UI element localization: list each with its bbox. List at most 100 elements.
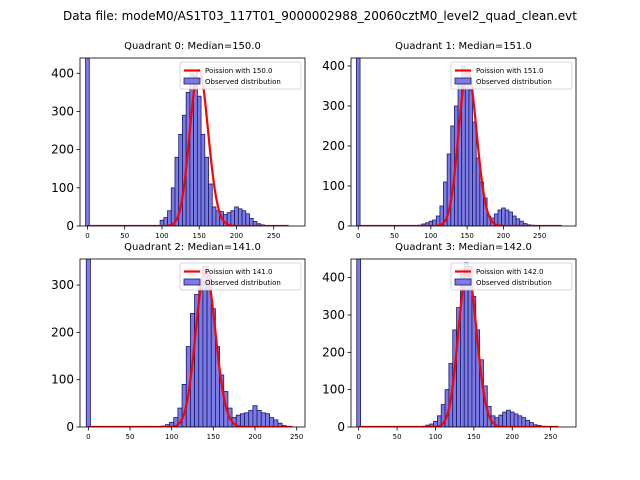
histogram-bar	[498, 414, 504, 427]
x-tick-label: 50	[126, 433, 135, 441]
x-tick-label: 50	[120, 232, 129, 240]
y-tick-label: 0	[66, 420, 74, 434]
histogram-bar	[167, 210, 172, 226]
y-tick-label: 100	[51, 181, 74, 195]
y-tick-label: 200	[51, 325, 74, 339]
legend-poisson-label: Poission with 150.0	[205, 67, 273, 75]
x-tick-label: 150	[193, 232, 206, 240]
legend-bars-label: Observed distribution	[205, 279, 281, 287]
legend-bars-swatch	[454, 278, 472, 286]
x-tick-label: 200	[248, 433, 261, 441]
histogram-bar	[513, 413, 519, 427]
legend-box	[450, 61, 573, 90]
legend-bars-label: Observed distribution	[476, 279, 552, 287]
histogram-bar-zero	[356, 259, 361, 427]
y-tick-label: 0	[337, 420, 345, 434]
y-tick-label: 200	[322, 345, 345, 359]
x-tick-label: 0	[356, 232, 360, 240]
plot-area	[356, 259, 559, 427]
y-tick-label: 0	[337, 219, 345, 233]
histogram-bar	[506, 409, 511, 427]
histogram-bar	[512, 215, 517, 226]
plot-area	[356, 58, 562, 226]
x-tick-label: 150	[207, 433, 220, 441]
x-tick-label: 200	[230, 232, 243, 240]
poisson-curve	[87, 68, 289, 226]
plot-area	[85, 58, 289, 226]
histogram-bar-zero	[85, 259, 91, 427]
histogram-bar	[200, 133, 206, 226]
y-tick-label: 200	[51, 143, 74, 157]
axes-frame	[350, 57, 577, 227]
y-tick-label: 400	[51, 66, 74, 80]
plot-area	[85, 259, 293, 427]
x-tick-label: 0	[356, 433, 360, 441]
x-tick-label: 250	[290, 433, 303, 441]
axes-frame	[79, 57, 306, 227]
histogram-bar	[248, 410, 254, 427]
chart-panel-2: Quadrant 2: Median=141.0 0 50 100 150 200 250 0…	[51, 242, 306, 441]
legend-box	[450, 262, 573, 291]
x-tick-label: 200	[506, 433, 519, 441]
legend-bars-label: Observed distribution	[205, 78, 281, 86]
figure-title: Data file: modeM0/AS1T03_117T01_90000029…	[63, 9, 577, 23]
x-tick-label: 0	[85, 232, 89, 240]
histogram-bar	[241, 210, 247, 226]
legend-box	[179, 61, 302, 90]
histogram-bar	[265, 413, 270, 427]
chart-panel-1: Quadrant 1: Median=151.0 0 50 100 150 200 250 0…	[322, 41, 577, 240]
legend-poisson-label: Poission with 141.0	[205, 268, 273, 276]
histogram-bar	[472, 121, 477, 226]
legend-bars-swatch	[183, 278, 201, 286]
histogram-bar	[504, 209, 510, 226]
histogram-bar	[245, 213, 250, 226]
x-tick-label: 200	[497, 232, 510, 240]
y-tick-label: 400	[322, 271, 345, 285]
legend-bars-swatch	[183, 77, 201, 85]
histogram-bar	[464, 69, 470, 226]
x-tick-label: 100	[155, 232, 168, 240]
poisson-curve	[358, 269, 559, 427]
legend: Poission with 151.0 Observed distribution	[450, 61, 573, 90]
x-tick-label: 250	[533, 232, 546, 240]
chart-panel-3: Quadrant 3: Median=142.0 0 50 100 150 200 250 0…	[322, 242, 577, 441]
histogram-bar	[208, 183, 213, 226]
x-tick-label: 100	[424, 232, 437, 240]
histogram-bar	[269, 417, 275, 427]
y-tick-label: 100	[322, 179, 345, 193]
y-tick-label: 100	[322, 383, 345, 397]
poisson-curve	[358, 68, 562, 226]
histogram-bar	[501, 207, 506, 226]
histogram-bar	[252, 405, 258, 427]
x-tick-label: 100	[165, 433, 178, 441]
chart-title: Quadrant 3: Median=142.0	[395, 242, 532, 253]
histogram-bar	[234, 206, 239, 226]
histogram-bar	[509, 411, 515, 427]
histogram-bar	[170, 187, 176, 226]
x-tick-label: 50	[390, 232, 399, 240]
legend-bars-label: Observed distribution	[476, 78, 552, 86]
legend-box	[179, 262, 302, 291]
histogram-bar	[211, 206, 217, 226]
histogram-bar	[204, 156, 209, 226]
y-tick-label: 300	[51, 278, 74, 292]
histogram-bar	[240, 413, 245, 427]
histogram-bar-zero	[356, 58, 361, 226]
histogram-bar	[468, 89, 473, 226]
x-tick-label: 100	[429, 433, 442, 441]
histogram-bar	[230, 210, 235, 226]
histogram-bar	[196, 95, 202, 226]
histogram-bar	[244, 412, 250, 427]
histogram-bar-zero	[85, 58, 90, 226]
x-tick-label: 0	[86, 433, 90, 441]
poisson-curve	[88, 269, 293, 427]
x-tick-label: 150	[467, 433, 480, 441]
legend-bars-swatch	[454, 77, 472, 85]
histogram-bar	[249, 217, 254, 226]
legend: Poission with 141.0 Observed distribution	[179, 262, 302, 291]
chart-title: Quadrant 0: Median=150.0	[124, 41, 261, 52]
legend-poisson-label: Poission with 151.0	[476, 67, 544, 75]
y-tick-label: 100	[51, 373, 74, 387]
histogram-bar	[497, 209, 503, 226]
